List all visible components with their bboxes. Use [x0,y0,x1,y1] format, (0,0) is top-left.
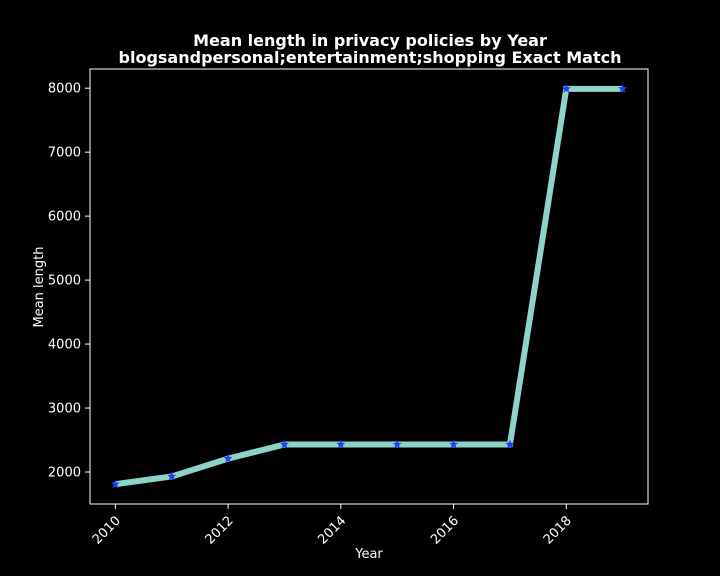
data-point-0-6 [448,439,459,449]
plot-area-frame [89,68,649,505]
y-tick-label-0: 2000 [48,466,81,481]
y-tick-label-5: 7000 [48,146,81,161]
x-axis-ticks: 2010 2012 2014 2016 2018 [90,504,575,548]
x-tick-label-0: 2010 [90,514,124,548]
data-point-0-4 [336,439,346,449]
x-axis-label: Year [354,547,383,562]
data-point-0-2 [223,453,233,463]
x-tick-label-3: 2016 [428,514,462,548]
data-point-0-8 [561,83,571,93]
data-point-0-5 [392,439,402,449]
y-axis-label: Mean length [32,247,47,328]
y-tick-label-4: 6000 [48,210,81,225]
data-point-0-7 [505,439,515,449]
chart-title-line-1: Mean length in privacy policies by Year [193,31,547,50]
y-tick-label-3: 5000 [48,274,81,289]
y-axis-ticks: 2000 3000 4000 5000 6000 7000 8000 [48,82,90,481]
x-tick-label-4: 2018 [541,514,575,548]
y-tick-label-1: 3000 [48,402,81,417]
y-tick-label-2: 4000 [48,338,81,353]
y-tick-label-6: 8000 [48,82,81,97]
x-tick-label-1: 2012 [203,514,237,548]
data-point-0-9 [617,83,628,93]
data-point-0-3 [279,439,290,449]
series-group [110,83,628,489]
data-point-0-0 [110,479,121,489]
data-point-0-1 [167,471,177,481]
chart-title-line-2: blogsandpersonal;entertainment;shopping … [119,48,622,67]
series-line-0 [114,85,623,488]
x-tick-label-2: 2014 [315,514,349,548]
